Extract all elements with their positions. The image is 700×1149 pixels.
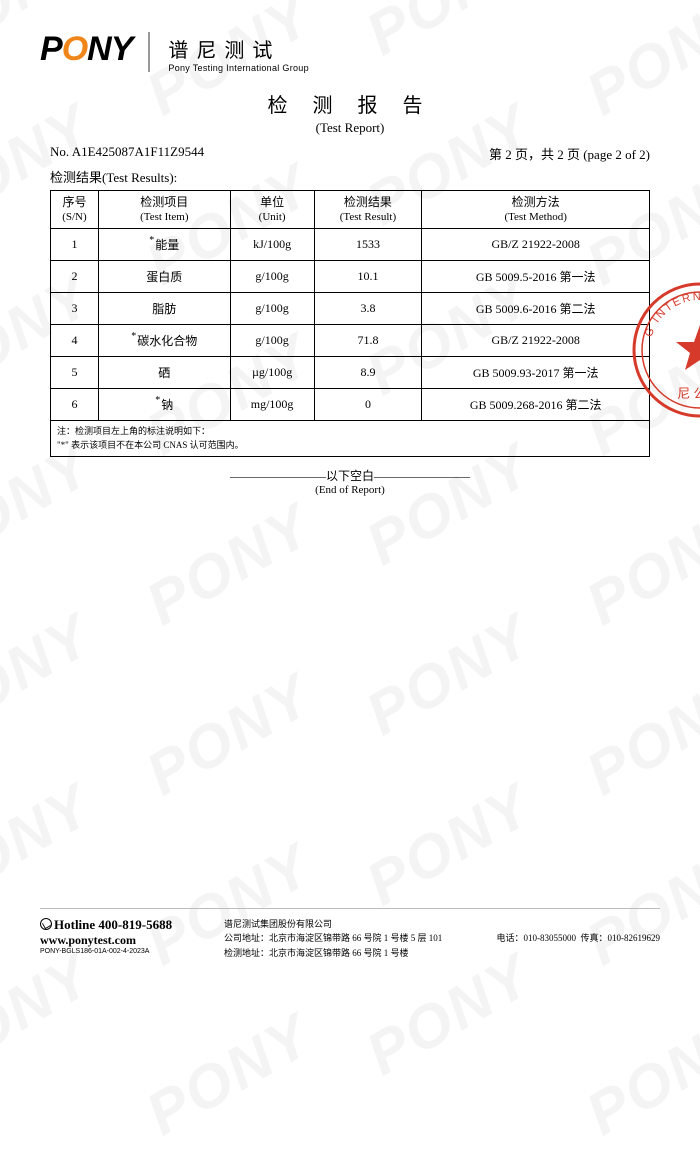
table-cell: 1 xyxy=(51,229,99,261)
footer-code: PONY-BGLS186-01A-002-4-2023A xyxy=(40,948,210,955)
results-table: 序号(S/N)检测项目(Test Item)单位(Unit)检测结果(Test … xyxy=(50,190,650,421)
table-cell: 71.8 xyxy=(314,325,422,357)
footer-tel: 电话：010-83055000 传真：010-82619629 xyxy=(496,931,660,945)
logo-cn: 谱尼测试 xyxy=(164,30,309,63)
logo-letter-accent: O xyxy=(62,30,87,69)
logo-letter: N xyxy=(87,30,111,69)
note-line: 注：检测项目左上角的标注说明如下： xyxy=(57,425,643,439)
table-cell: GB/Z 21922-2008 xyxy=(422,229,650,261)
svg-text:G INTERNATIONAL: G INTERNATIONAL xyxy=(643,291,700,339)
logo-text-block: 谱尼测试 Pony Testing International Group xyxy=(164,30,309,73)
table-row: 1*能量kJ/100g1533GB/Z 21922-2008 xyxy=(51,229,650,261)
table-notes: 注：检测项目左上角的标注说明如下： "*" 表示该项目不在本公司 CNAS 认可… xyxy=(50,421,650,457)
table-cell: 蛋白质 xyxy=(98,261,230,293)
table-cell: g/100g xyxy=(230,261,314,293)
logo-en: Pony Testing International Group xyxy=(164,63,309,73)
footer-right: 谱尼测试集团股份有限公司 公司地址：北京市海淀区锦带路 66 号院 1 号楼 5… xyxy=(224,917,660,960)
table-cell: 0 xyxy=(314,389,422,421)
table-cell: 3.8 xyxy=(314,293,422,325)
end-cn: ————————以下空白———————— xyxy=(0,467,700,484)
table-cell: 5 xyxy=(51,357,99,389)
table-cell: 1533 xyxy=(314,229,422,261)
table-cell: g/100g xyxy=(230,293,314,325)
stamp-seal: G INTERNATIONAL 尼 公 司 xyxy=(630,280,700,420)
logo-mark: PONY xyxy=(40,30,132,69)
table-head: 序号(S/N)检测项目(Test Item)单位(Unit)检测结果(Test … xyxy=(51,191,650,229)
table-row: 5硒µg/100g8.9GB 5009.93-2017 第一法 xyxy=(51,357,650,389)
end-en: (End of Report) xyxy=(0,484,700,496)
report-no-value: A1E425087A1F11Z9544 xyxy=(72,144,204,159)
table-row: 3脂肪g/100g3.8GB 5009.6-2016 第二法 xyxy=(51,293,650,325)
table-cell: GB/Z 21922-2008 xyxy=(422,325,650,357)
title-block: 检 测 报 告 (Test Report) xyxy=(0,89,700,136)
table-row: 4*碳水化合物g/100g71.8GB/Z 21922-2008 xyxy=(51,325,650,357)
table-cell: g/100g xyxy=(230,325,314,357)
hotline: Hotline 400-819-5688 xyxy=(40,917,210,933)
table-header-row: 序号(S/N)检测项目(Test Item)单位(Unit)检测结果(Test … xyxy=(51,191,650,229)
end-cn-text: 以下空白 xyxy=(326,469,374,483)
meta-row: No. A1E425087A1F11Z9544 第 2 页，共 2 页 (pag… xyxy=(0,136,700,165)
table-cell: 4 xyxy=(51,325,99,357)
page-info: 第 2 页，共 2 页 (page 2 of 2) xyxy=(489,144,650,163)
svg-text:尼 公 司: 尼 公 司 xyxy=(677,386,700,401)
footer: Hotline 400-819-5688 www.ponytest.com PO… xyxy=(40,908,660,960)
table-body: 1*能量kJ/100g1533GB/Z 21922-20082蛋白质g/100g… xyxy=(51,229,650,421)
table-cell: GB 5009.5-2016 第一法 xyxy=(422,261,650,293)
footer-left: Hotline 400-819-5688 www.ponytest.com PO… xyxy=(40,917,210,955)
table-cell: 脂肪 xyxy=(98,293,230,325)
table-cell: 硒 xyxy=(98,357,230,389)
table-cell: µg/100g xyxy=(230,357,314,389)
table-cell: *碳水化合物 xyxy=(98,325,230,357)
table-cell: 3 xyxy=(51,293,99,325)
report-no: No. A1E425087A1F11Z9544 xyxy=(50,144,204,163)
logo-letter: P xyxy=(40,30,62,69)
table-cell: mg/100g xyxy=(230,389,314,421)
title-en: (Test Report) xyxy=(0,120,700,136)
table-header-cell: 检测项目(Test Item) xyxy=(98,191,230,229)
table-cell: 8.9 xyxy=(314,357,422,389)
logo-letter: Y xyxy=(111,30,133,69)
table-cell: *能量 xyxy=(98,229,230,261)
results-label-cn: 检测结果 xyxy=(50,170,102,185)
report-no-label: No. xyxy=(50,144,69,159)
end-of-report: ————————以下空白———————— (End of Report) xyxy=(0,467,700,496)
table-cell: 2 xyxy=(51,261,99,293)
table-header-cell: 序号(S/N) xyxy=(51,191,99,229)
header: PONY 谱尼测试 Pony Testing International Gro… xyxy=(0,0,700,83)
results-label: 检测结果(Test Results): xyxy=(0,165,700,190)
table-header-cell: 单位(Unit) xyxy=(230,191,314,229)
table-cell: GB 5009.93-2017 第一法 xyxy=(422,357,650,389)
phone-icon xyxy=(40,918,52,930)
hotline-label: Hotline xyxy=(54,917,95,932)
results-label-en: (Test Results): xyxy=(102,170,177,185)
note-line: "*" 表示该项目不在本公司 CNAS 认可范围内。 xyxy=(57,439,643,453)
table-row: 6*钠mg/100g0GB 5009.268-2016 第二法 xyxy=(51,389,650,421)
table-row: 2蛋白质g/100g10.1GB 5009.5-2016 第一法 xyxy=(51,261,650,293)
table-cell: GB 5009.6-2016 第二法 xyxy=(422,293,650,325)
hotline-number: 400-819-5688 xyxy=(98,917,172,932)
table-cell: kJ/100g xyxy=(230,229,314,261)
table-cell: *钠 xyxy=(98,389,230,421)
footer-company: 谱尼测试集团股份有限公司 xyxy=(224,917,660,931)
footer-addr2: 检测地址：北京市海淀区锦带路 66 号院 1 号楼 xyxy=(224,946,660,960)
logo-divider xyxy=(148,32,150,72)
table-cell: 10.1 xyxy=(314,261,422,293)
website: www.ponytest.com xyxy=(40,933,210,948)
table-header-cell: 检测结果(Test Result) xyxy=(314,191,422,229)
table-header-cell: 检测方法(Test Method) xyxy=(422,191,650,229)
table-cell: GB 5009.268-2016 第二法 xyxy=(422,389,650,421)
footer-addr1: 公司地址：北京市海淀区锦带路 66 号院 1 号楼 5 层 101 xyxy=(224,931,442,945)
title-cn: 检 测 报 告 xyxy=(0,89,700,118)
table-cell: 6 xyxy=(51,389,99,421)
